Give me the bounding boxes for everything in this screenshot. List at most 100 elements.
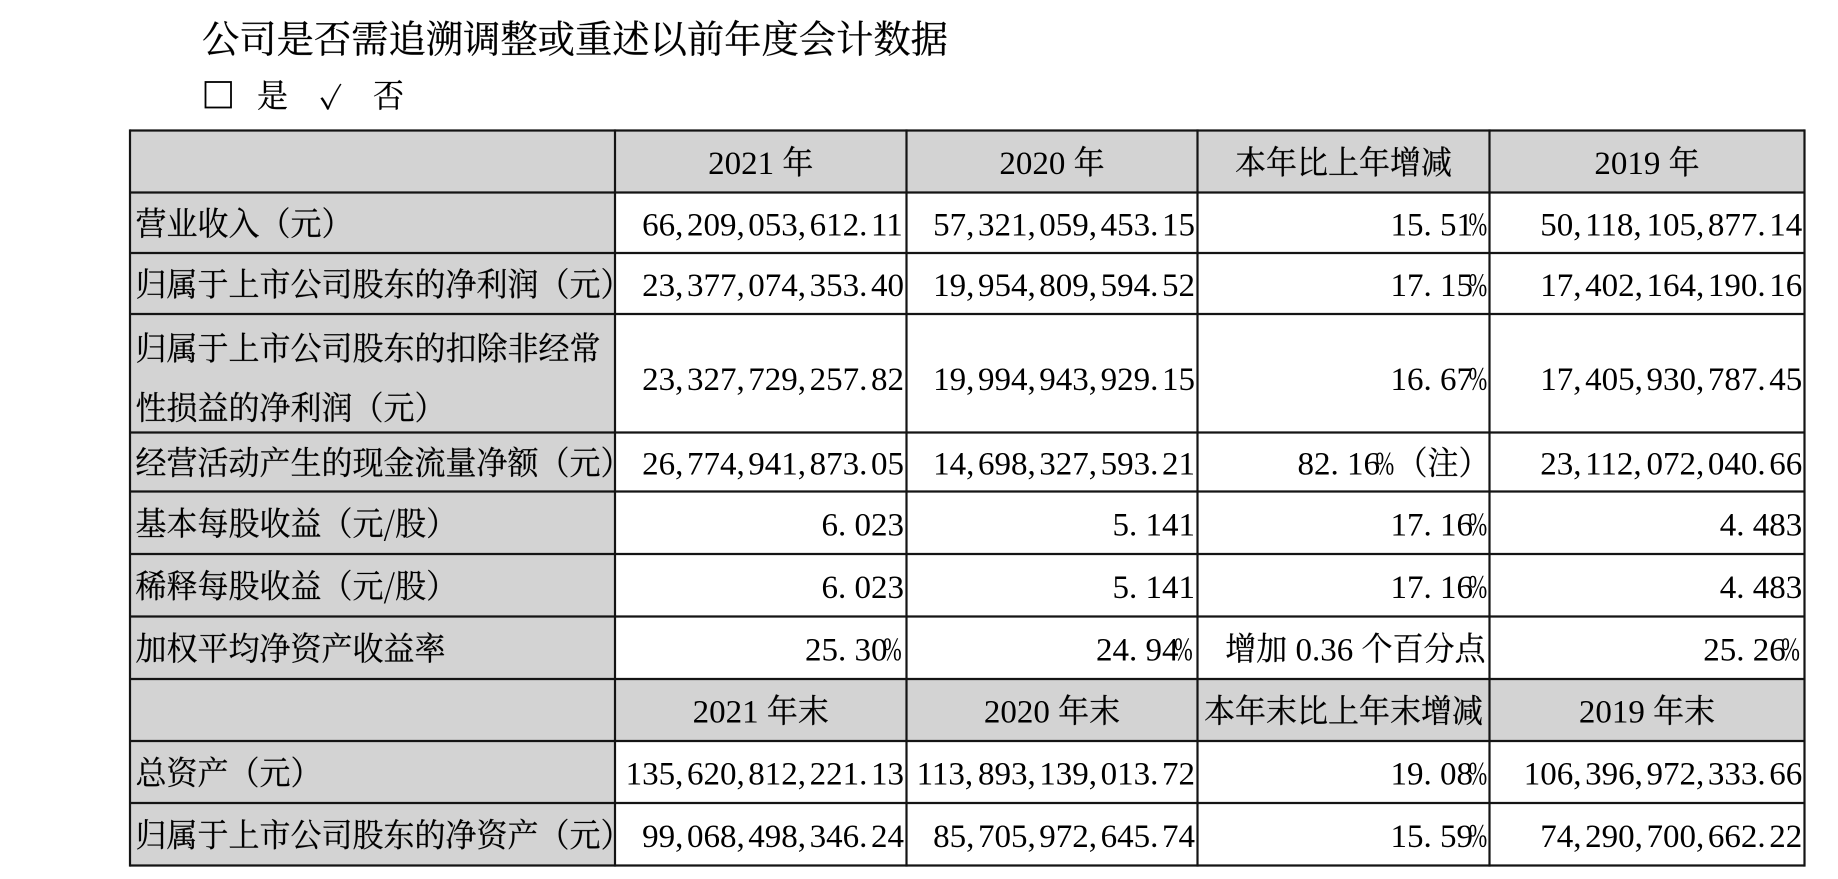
svg-text:59: 59 <box>1440 819 1473 855</box>
svg-text:113,: 113, <box>917 757 974 793</box>
svg-text:16: 16 <box>1440 570 1473 606</box>
svg-text:327,: 327, <box>1039 447 1097 483</box>
svg-text:941,: 941, <box>748 447 806 483</box>
svg-text:405,: 405, <box>1585 362 1643 398</box>
svg-text:377,: 377, <box>687 268 745 304</box>
svg-text:972,: 972, <box>1647 757 1705 793</box>
svg-text:66: 66 <box>1769 757 1802 793</box>
svg-text:068,: 068, <box>687 819 745 855</box>
svg-text:16: 16 <box>1440 507 1473 543</box>
svg-text:698,: 698, <box>978 447 1036 483</box>
svg-text:074,: 074, <box>748 268 806 304</box>
svg-text:26: 26 <box>1753 632 1786 668</box>
svg-text:929.: 929. <box>1101 362 1159 398</box>
svg-text:19,: 19, <box>933 268 974 304</box>
svg-text:209,: 209, <box>687 207 745 243</box>
svg-text:30: 30 <box>855 632 888 668</box>
svg-text:23,: 23, <box>642 362 683 398</box>
svg-text:24.: 24. <box>1096 632 1137 668</box>
svg-text:112,: 112, <box>1585 447 1642 483</box>
svg-text:15: 15 <box>1162 207 1195 243</box>
svg-text:11: 11 <box>871 207 903 243</box>
svg-text:22: 22 <box>1769 819 1802 855</box>
svg-text:13: 13 <box>871 757 904 793</box>
svg-text:164,: 164, <box>1647 268 1705 304</box>
svg-text:396,: 396, <box>1585 757 1643 793</box>
svg-text:16: 16 <box>1347 447 1380 483</box>
svg-text:943,: 943, <box>1039 362 1097 398</box>
svg-text:620,: 620, <box>687 757 745 793</box>
svg-text:040.: 040. <box>1708 447 1766 483</box>
svg-text:5.: 5. <box>1113 507 1138 543</box>
svg-text:45: 45 <box>1769 362 1802 398</box>
svg-text:2020: 2020 <box>999 146 1065 182</box>
svg-text:67: 67 <box>1440 362 1473 398</box>
svg-text:24: 24 <box>871 819 904 855</box>
svg-text:19,: 19, <box>933 362 974 398</box>
svg-text:139,: 139, <box>1039 757 1097 793</box>
svg-text:593.: 593. <box>1101 447 1159 483</box>
svg-text:141: 141 <box>1146 507 1196 543</box>
svg-text:15: 15 <box>1162 362 1195 398</box>
svg-text:0.36: 0.36 <box>1296 632 1354 668</box>
svg-text:812,: 812, <box>748 757 806 793</box>
svg-text:2021: 2021 <box>708 146 774 182</box>
svg-text:190.: 190. <box>1708 268 1766 304</box>
svg-text:118,: 118, <box>1585 207 1642 243</box>
svg-text:353.: 353. <box>810 268 868 304</box>
svg-text:059,: 059, <box>1039 207 1097 243</box>
svg-text:14,: 14, <box>933 447 974 483</box>
svg-text:23,: 23, <box>1540 447 1581 483</box>
svg-text:930,: 930, <box>1647 362 1705 398</box>
svg-text:85,: 85, <box>933 819 974 855</box>
svg-text:023: 023 <box>855 570 905 606</box>
svg-text:17.: 17. <box>1391 268 1432 304</box>
svg-text:135,: 135, <box>626 757 684 793</box>
svg-text:257.: 257. <box>810 362 868 398</box>
svg-text:08: 08 <box>1440 757 1473 793</box>
svg-text:16: 16 <box>1769 268 1802 304</box>
svg-text:57,: 57, <box>933 207 974 243</box>
svg-text:483: 483 <box>1753 507 1803 543</box>
svg-text:053,: 053, <box>748 207 806 243</box>
svg-text:700,: 700, <box>1647 819 1705 855</box>
svg-text:72: 72 <box>1162 757 1195 793</box>
svg-text:23,: 23, <box>642 268 683 304</box>
svg-text:74,: 74, <box>1540 819 1581 855</box>
svg-text:66: 66 <box>1769 447 1802 483</box>
svg-text:05: 05 <box>871 447 904 483</box>
svg-text:809,: 809, <box>1039 268 1097 304</box>
svg-text:82: 82 <box>871 362 904 398</box>
svg-text:99,: 99, <box>642 819 683 855</box>
svg-text:6.: 6. <box>822 507 847 543</box>
svg-text:873.: 873. <box>810 447 868 483</box>
svg-text:346.: 346. <box>810 819 868 855</box>
svg-text:705,: 705, <box>978 819 1036 855</box>
svg-text:21: 21 <box>1162 447 1195 483</box>
svg-text:2019: 2019 <box>1594 146 1660 182</box>
svg-text:645.: 645. <box>1101 819 1159 855</box>
svg-text:877.: 877. <box>1708 207 1766 243</box>
svg-text:19.: 19. <box>1391 757 1432 793</box>
svg-text:14: 14 <box>1769 207 1802 243</box>
svg-text:2019: 2019 <box>1579 695 1645 731</box>
svg-text:51: 51 <box>1440 207 1473 243</box>
svg-text:105,: 105, <box>1647 207 1705 243</box>
svg-text:787.: 787. <box>1708 362 1766 398</box>
svg-text:40: 40 <box>871 268 904 304</box>
svg-text:26,: 26, <box>642 447 683 483</box>
svg-text:013.: 013. <box>1101 757 1159 793</box>
svg-text:94: 94 <box>1146 632 1179 668</box>
svg-text:972,: 972, <box>1039 819 1097 855</box>
svg-text:2020: 2020 <box>984 695 1050 731</box>
svg-text:594.: 594. <box>1101 268 1159 304</box>
svg-text:290,: 290, <box>1585 819 1643 855</box>
svg-text:612.: 612. <box>810 207 868 243</box>
svg-text:25.: 25. <box>1703 632 1744 668</box>
svg-text:072,: 072, <box>1647 447 1705 483</box>
svg-text:66,: 66, <box>642 207 683 243</box>
svg-text:333.: 333. <box>1708 757 1766 793</box>
svg-text:50,: 50, <box>1540 207 1581 243</box>
svg-text:453.: 453. <box>1101 207 1159 243</box>
svg-text:17,: 17, <box>1540 362 1581 398</box>
